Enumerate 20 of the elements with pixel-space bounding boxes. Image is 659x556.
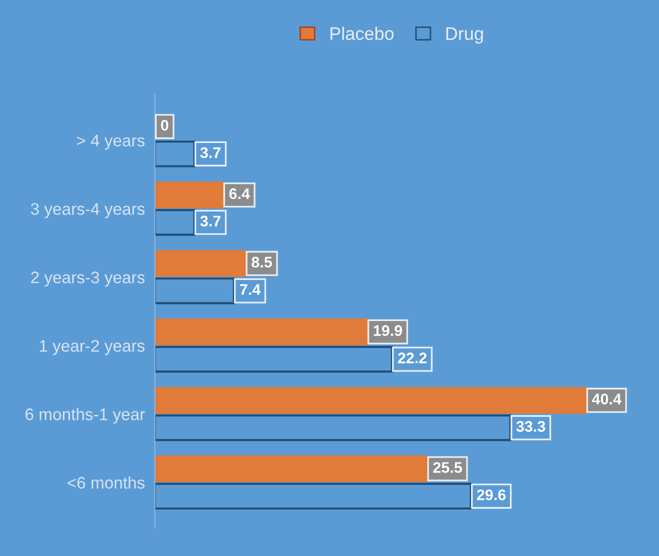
data-label: 6.4 <box>229 188 250 200</box>
data-label: 25.5 <box>433 462 462 473</box>
data-label: 0 <box>161 120 168 131</box>
y-tick-label: <6 months <box>68 476 145 489</box>
data-label: 3.7 <box>200 216 220 226</box>
y-tick-label: 3 years-4 years <box>30 203 145 218</box>
data-label: 33.3 <box>516 421 546 432</box>
data-label: 7.4 <box>240 284 261 295</box>
y-tick-label: > 4 years <box>76 134 145 150</box>
data-label: 8.5 <box>252 256 272 268</box>
y-tick-label: 6 months-1 year <box>26 408 145 424</box>
data-label: 22.2 <box>398 352 427 364</box>
data-label: 19.9 <box>374 325 402 336</box>
legend-label: Placebo <box>330 26 394 40</box>
data-label: 3.7 <box>200 147 220 158</box>
y-tick-label: 2 years-3 years <box>31 272 145 287</box>
data-label: 29.6 <box>476 489 506 500</box>
data-label: 40.4 <box>592 394 622 404</box>
legend-label: Drug <box>446 27 483 44</box>
y-tick-label: 1 year-2 years <box>40 340 145 356</box>
